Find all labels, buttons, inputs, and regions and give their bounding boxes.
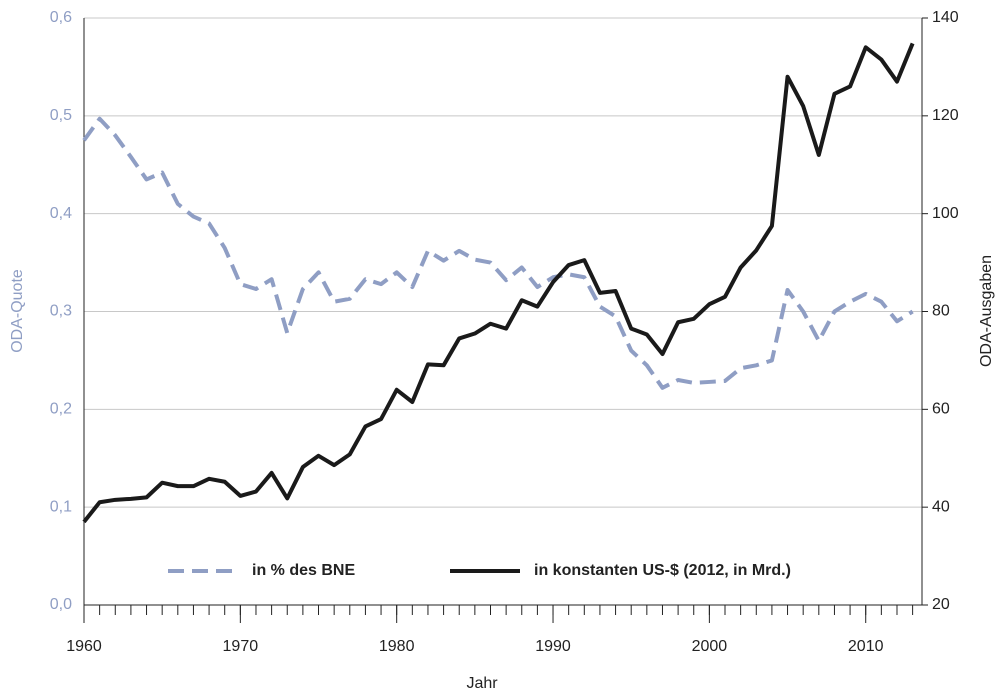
y-tick-label: 0,2 [50, 401, 72, 418]
y-tick-label: 0,5 [50, 107, 72, 124]
y2-tick-label: 40 [932, 498, 950, 515]
y-tick-label: 0,3 [50, 303, 72, 320]
x-tick-label: 1970 [223, 638, 259, 655]
x-tick-label: 1990 [535, 638, 571, 655]
line-series [82, 116, 914, 390]
x-tick-label: 2000 [692, 638, 728, 655]
x-tick-label: 1960 [66, 638, 102, 655]
line-series [82, 42, 915, 524]
legend-label: in % des BNE [252, 562, 355, 579]
x-tick-label: 1980 [379, 638, 415, 655]
y-tick-label: 0,1 [50, 498, 72, 515]
y2-tick-label: 80 [932, 303, 950, 320]
y-axis-label: ODA-Quote [9, 269, 26, 353]
x-tick-label: 2010 [848, 638, 884, 655]
y2-axis-label: ODA-Ausgaben [978, 255, 995, 367]
y2-tick-label: 100 [932, 205, 959, 222]
y-tick-label: 0,0 [50, 596, 72, 613]
y2-tick-label: 120 [932, 107, 959, 124]
legend-label: in konstanten US-$ (2012, in Mrd.) [534, 562, 791, 579]
y-tick-label: 0,6 [50, 9, 72, 26]
y2-tick-label: 60 [932, 401, 950, 418]
y2-tick-label: 140 [932, 9, 959, 26]
x-axis-label: Jahr [466, 675, 498, 692]
y2-tick-label: 20 [932, 596, 950, 613]
y-tick-label: 0,4 [50, 205, 72, 222]
